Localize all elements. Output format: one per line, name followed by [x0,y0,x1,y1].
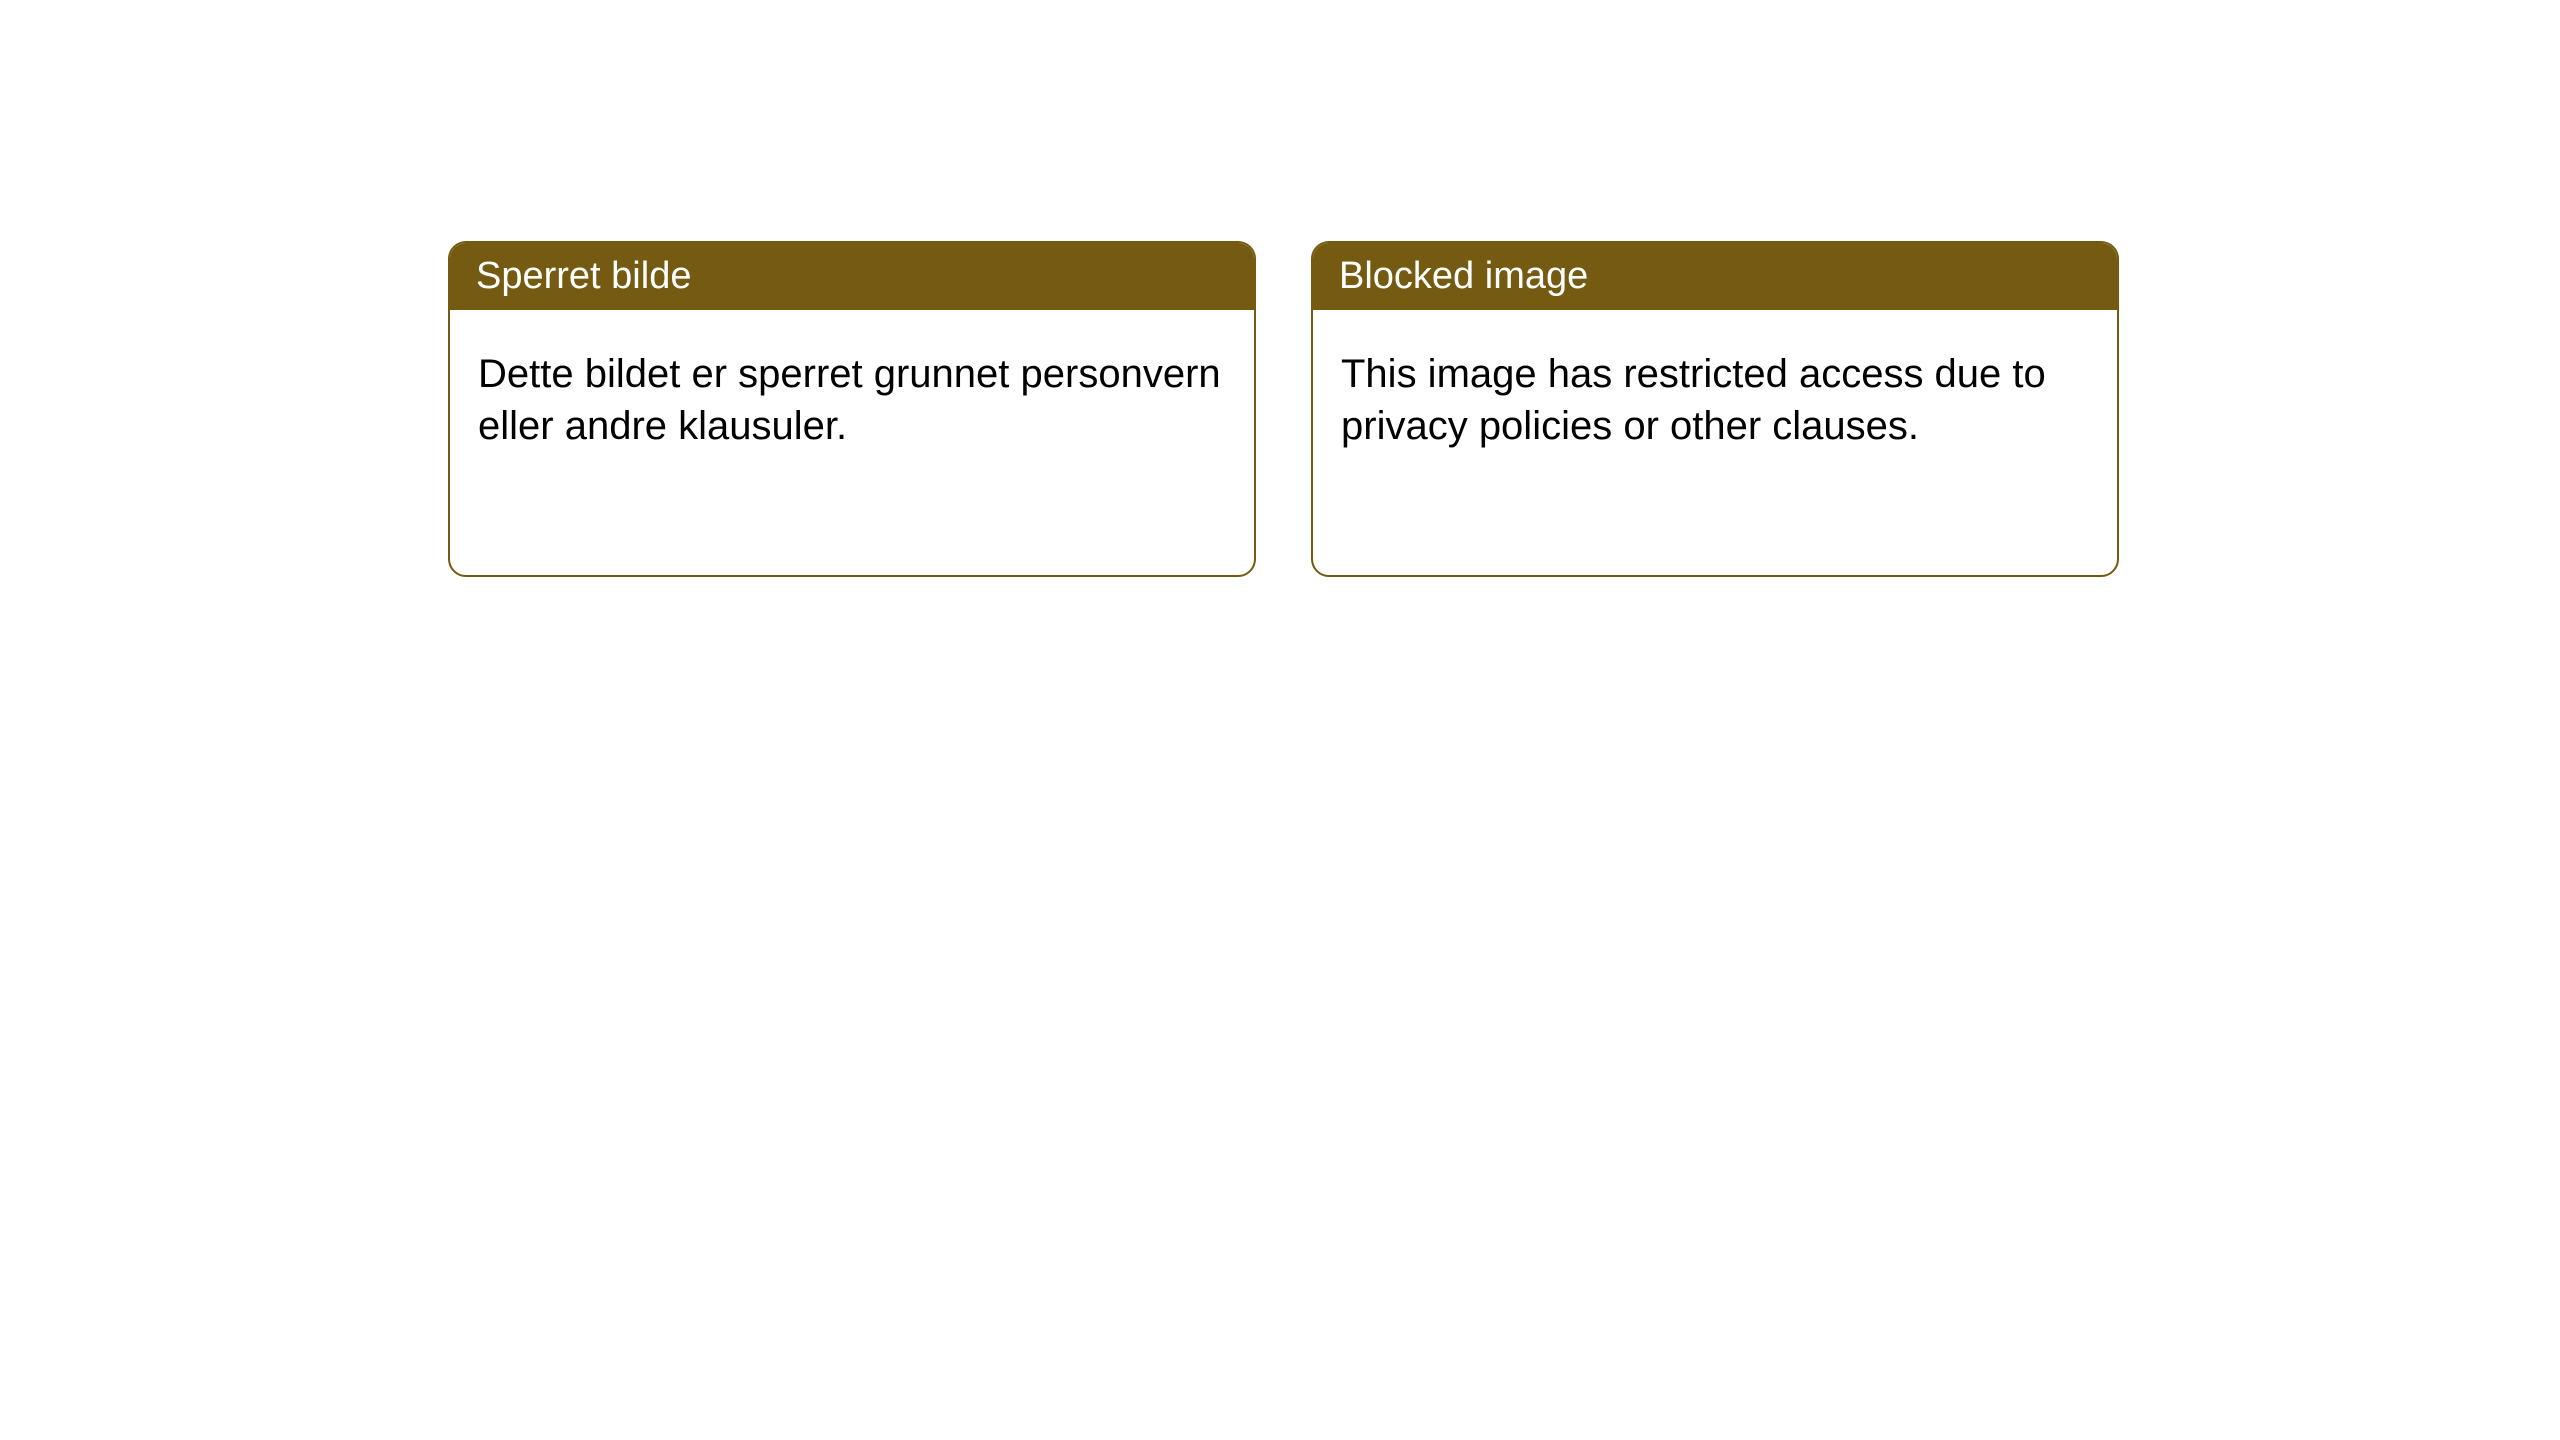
notice-title: Blocked image [1313,243,2117,310]
notice-title: Sperret bilde [450,243,1254,310]
notice-body: Dette bildet er sperret grunnet personve… [450,310,1254,490]
notice-container: Sperret bilde Dette bildet er sperret gr… [0,0,2560,577]
notice-card-english: Blocked image This image has restricted … [1311,241,2119,577]
notice-card-norwegian: Sperret bilde Dette bildet er sperret gr… [448,241,1256,577]
notice-body: This image has restricted access due to … [1313,310,2117,490]
